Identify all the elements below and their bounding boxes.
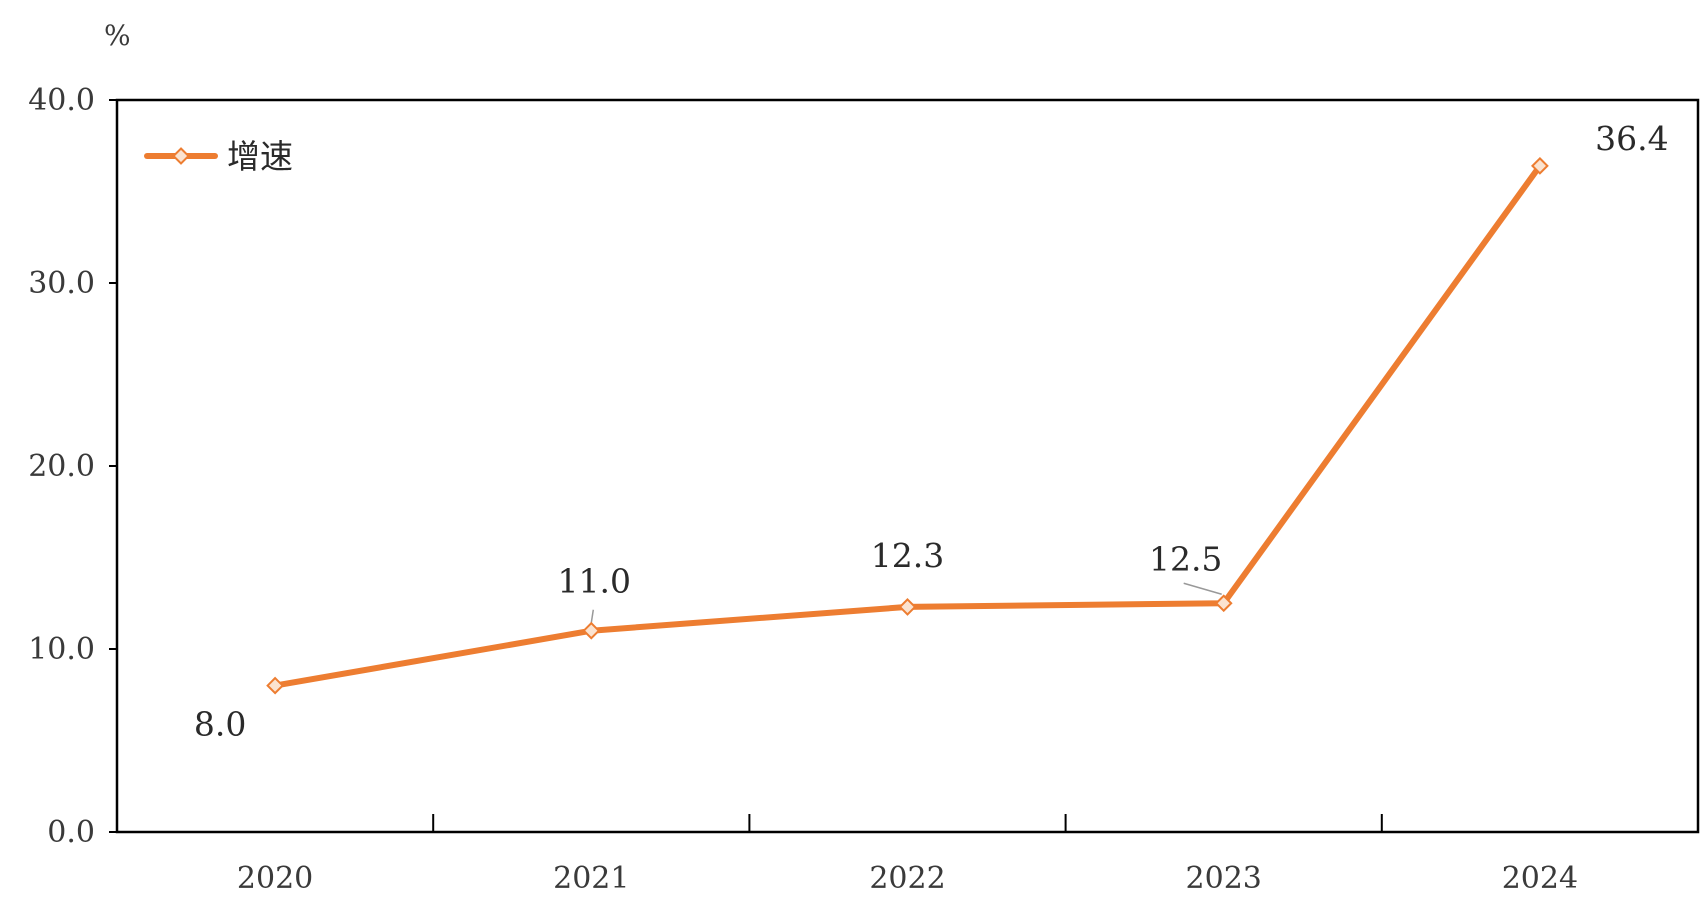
x-tick-label: 2021 bbox=[553, 861, 629, 896]
data-label: 36.4 bbox=[1595, 119, 1668, 158]
data-label: 12.5 bbox=[1149, 539, 1222, 578]
legend-label: 增速 bbox=[227, 137, 293, 176]
x-axis-ticks: 2020 2021 2022 2023 2024 bbox=[237, 814, 1578, 896]
data-point-marker bbox=[898, 597, 917, 616]
y-axis-unit-label: % bbox=[104, 19, 131, 52]
y-tick-label: 10.0 bbox=[28, 632, 95, 667]
series-layer: 8.0 11.0 12.3 12.5 36.4 bbox=[194, 119, 1669, 744]
data-label-leader bbox=[590, 609, 595, 623]
x-tick-label: 2023 bbox=[1186, 861, 1262, 896]
legend-marker-swatch bbox=[172, 147, 190, 165]
legend: 增速 bbox=[144, 137, 293, 176]
y-tick-label: 40.0 bbox=[28, 83, 95, 118]
x-tick-label: 2024 bbox=[1502, 861, 1578, 896]
data-label: 12.3 bbox=[871, 536, 944, 575]
data-label: 8.0 bbox=[194, 705, 246, 744]
y-tick-label: 0.0 bbox=[47, 815, 95, 850]
data-label: 11.0 bbox=[558, 562, 631, 601]
data-point-marker bbox=[582, 621, 601, 640]
data-point-marker bbox=[266, 676, 285, 695]
y-tick-label: 30.0 bbox=[28, 266, 95, 301]
data-label-leader bbox=[1183, 582, 1222, 595]
x-tick-label: 2022 bbox=[869, 861, 945, 896]
x-tick-label: 2020 bbox=[237, 861, 313, 896]
data-point-marker bbox=[1530, 156, 1549, 175]
data-point-marker bbox=[1214, 594, 1233, 613]
y-axis-ticks: 0.0 10.0 20.0 30.0 40.0 bbox=[28, 83, 117, 850]
y-tick-label: 20.0 bbox=[28, 449, 95, 484]
plot-area-frame bbox=[115, 98, 1700, 834]
